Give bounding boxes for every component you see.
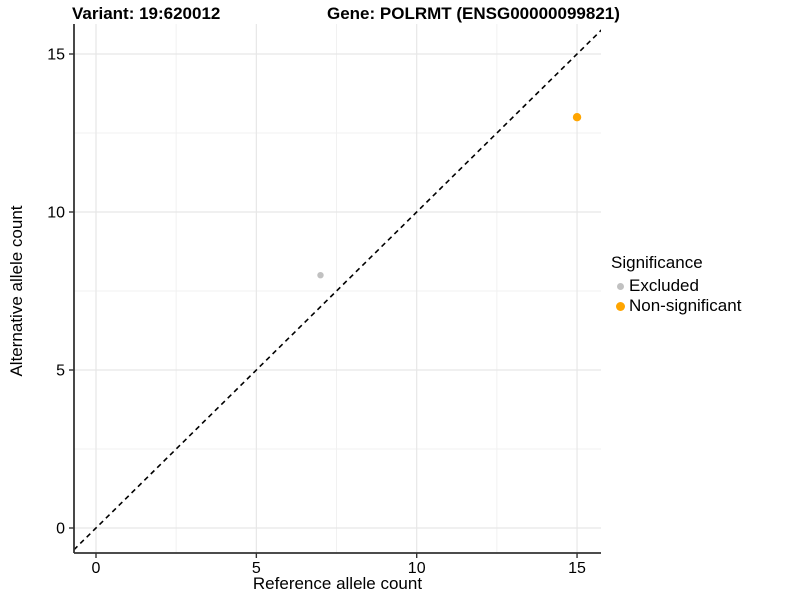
x-tick-label: 5 (252, 560, 261, 577)
legend-item-excluded: Excluded (611, 276, 741, 296)
x-axis-title: Reference allele count (252, 574, 423, 593)
legend-label: Excluded (629, 276, 699, 295)
identity-dashed-line (74, 29, 601, 551)
legend: Significance Excluded Non-significant (611, 253, 741, 316)
data-point-non-significant (572, 113, 582, 122)
legend-key (611, 282, 629, 290)
legend-key (611, 301, 629, 311)
legend-title: Significance (611, 253, 703, 272)
x-tick-label: 10 (408, 560, 426, 577)
gene-title: Gene: POLRMT (ENSG00000099821) (327, 4, 620, 23)
x-tick-label: 15 (568, 560, 586, 577)
legend-item-non-significant: Non-significant (611, 296, 741, 316)
y-tick-label: 0 (56, 521, 65, 538)
legend-label: Non-significant (629, 296, 742, 315)
variant-title: Variant: 19:620012 (72, 4, 221, 23)
excluded-dot-icon (616, 282, 624, 290)
data-point-excluded (317, 272, 324, 279)
x-tick-label: 0 (92, 560, 101, 577)
y-tick-label: 5 (56, 363, 65, 380)
y-axis-title: Alternative allele count (7, 205, 26, 377)
y-tick-label: 10 (47, 205, 65, 222)
non-significant-dot-icon (615, 301, 625, 311)
y-tick-label: 15 (47, 47, 65, 64)
